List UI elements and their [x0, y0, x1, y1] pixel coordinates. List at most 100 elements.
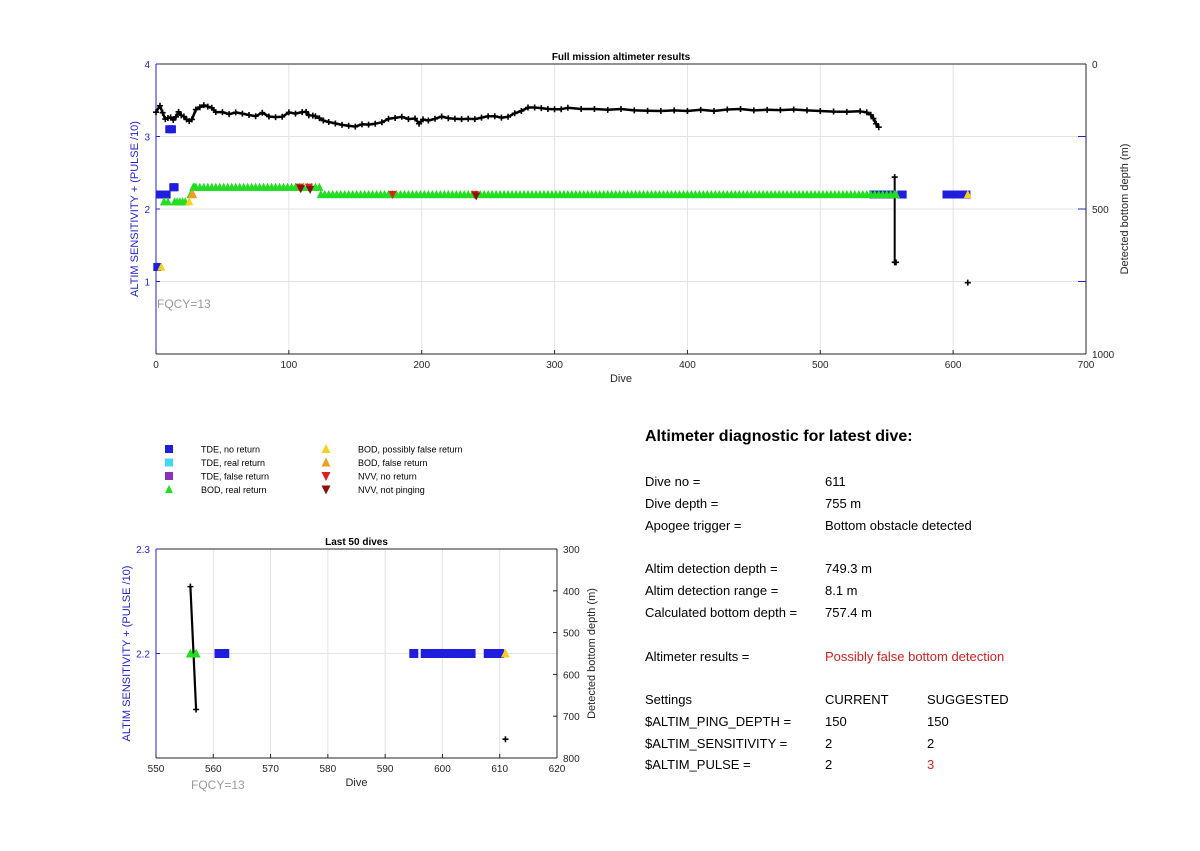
marker-bod-possibly-false-return — [500, 648, 510, 658]
x-tick-label: 580 — [320, 764, 337, 775]
det-depth-label: Altim detection depth = — [645, 561, 778, 576]
y-axis-label: ALTIM SENSITIVITY + (PULSE /10) — [129, 121, 141, 297]
marker-bod-false-return — [187, 189, 196, 199]
depth-marker — [188, 116, 195, 123]
depth-marker — [320, 117, 327, 124]
depth-marker — [558, 106, 565, 113]
depth-marker — [325, 119, 332, 125]
legend-marker — [321, 457, 331, 467]
depth-marker — [365, 121, 372, 128]
x-tick-label: 500 — [812, 360, 829, 371]
depth-marker — [737, 105, 744, 112]
apogee-value: Bottom obstacle detected — [825, 518, 972, 533]
marker-tde-no-return — [409, 649, 419, 658]
det-range-row: Altim detection range = 8.1 m — [645, 583, 1185, 601]
depth-marker — [578, 105, 585, 112]
legend-label: BOD, possibly false return — [358, 445, 463, 455]
legend-marker — [165, 484, 173, 494]
depth-marker — [491, 113, 498, 120]
x-tick-label: 700 — [1078, 360, 1095, 371]
depth-marker — [684, 107, 691, 114]
marker-tde-no-return — [420, 649, 430, 658]
depth-marker — [204, 103, 211, 110]
depth-marker — [316, 115, 323, 122]
depth-marker — [531, 104, 538, 111]
depth-marker — [312, 113, 319, 120]
legend-marker — [321, 443, 331, 454]
legend-label: TDE, no return — [201, 445, 260, 455]
marker-nvv-not-pinging — [296, 185, 305, 194]
depth-marker — [478, 114, 485, 121]
marker-bod-possibly-false-return — [157, 262, 166, 271]
dive-no-row: Dive no = 611 — [645, 474, 1185, 492]
depth-marker — [750, 107, 757, 114]
depth-marker — [551, 106, 558, 113]
full-mission-chart: 0 100 200 300 400 500 600 700 1 2 3 4 0 500 1000 Full m… — [129, 52, 1131, 385]
depth-marker — [196, 104, 203, 111]
y2-tick-label: 400 — [563, 587, 580, 598]
marker-tde-no-return — [898, 190, 907, 199]
depth-marker — [332, 120, 339, 127]
marker-bod-real-return — [185, 648, 195, 658]
depth-marker — [867, 111, 874, 118]
depth-marker — [192, 106, 199, 113]
depth-marker — [153, 109, 159, 116]
x-tick-label: 560 — [205, 764, 222, 775]
depth-marker — [239, 110, 246, 117]
depth-marker — [525, 104, 531, 111]
depth-marker — [405, 116, 412, 123]
depth-marker — [438, 113, 445, 120]
depth-marker — [657, 107, 664, 114]
depth-marker — [445, 115, 452, 122]
depth-marker — [372, 120, 379, 127]
x-tick-label: 590 — [377, 764, 394, 775]
depth-marker — [252, 113, 259, 120]
suggested-label: SUGGESTED — [927, 692, 1009, 707]
x-tick-label: 550 — [148, 764, 165, 775]
sensitivity-row: $ALTIM_SENSITIVITY = 2 2 — [645, 736, 1185, 754]
depth-marker — [631, 107, 638, 114]
legend-marker — [165, 472, 173, 480]
depth-marker — [591, 105, 598, 112]
fqcy-annotation: FQCY=13 — [157, 297, 211, 311]
depth-marker — [193, 706, 200, 713]
legend-label: BOD, false return — [358, 458, 428, 468]
depth-marker — [425, 117, 432, 124]
x-tick-label: 200 — [413, 360, 430, 371]
dive-depth-label: Dive depth = — [645, 496, 719, 511]
marker-nvv-no-return — [388, 190, 397, 200]
pulse-suggested: 3 — [927, 757, 935, 772]
x-axis-label: Dive — [345, 777, 367, 789]
depth-marker — [644, 107, 651, 114]
marker-bod-real-return — [191, 648, 201, 658]
depth-marker — [170, 116, 177, 123]
depth-marker — [711, 107, 717, 114]
det-range-value: 8.1 m — [825, 583, 858, 598]
depth-marker — [200, 102, 207, 109]
legend-marker — [165, 458, 173, 467]
apogee-row: Apogee trigger = Bottom obstacle detecte… — [645, 518, 1185, 536]
marker-tde-no-return — [466, 649, 476, 658]
apogee-label: Apogee trigger = — [645, 518, 742, 533]
pulse-row: $ALTIM_PULSE = 2 3 — [645, 757, 1185, 775]
depth-marker — [303, 108, 310, 115]
marker-tde-no-return — [153, 263, 162, 271]
depth-marker — [804, 107, 810, 114]
ping-depth-row: $ALTIM_PING_DEPTH = 150 150 — [645, 714, 1185, 732]
depth-marker — [246, 112, 252, 119]
marker-bod-possibly-false-return — [185, 197, 194, 206]
depth-marker — [352, 123, 359, 130]
depth-marker — [465, 115, 472, 122]
depth-marker — [724, 106, 731, 113]
x-tick-label: 100 — [281, 360, 298, 371]
depth-marker — [777, 107, 784, 114]
marker-bod-real-return — [315, 182, 324, 191]
legend-label: TDE, real return — [201, 458, 265, 468]
depth-marker — [285, 109, 292, 116]
legend-label: NVV, no return — [358, 472, 417, 482]
depth-marker — [564, 104, 571, 111]
y2-tick-label: 600 — [563, 670, 580, 681]
chart-title: Last 50 dives — [325, 537, 388, 548]
depth-marker — [279, 113, 286, 120]
